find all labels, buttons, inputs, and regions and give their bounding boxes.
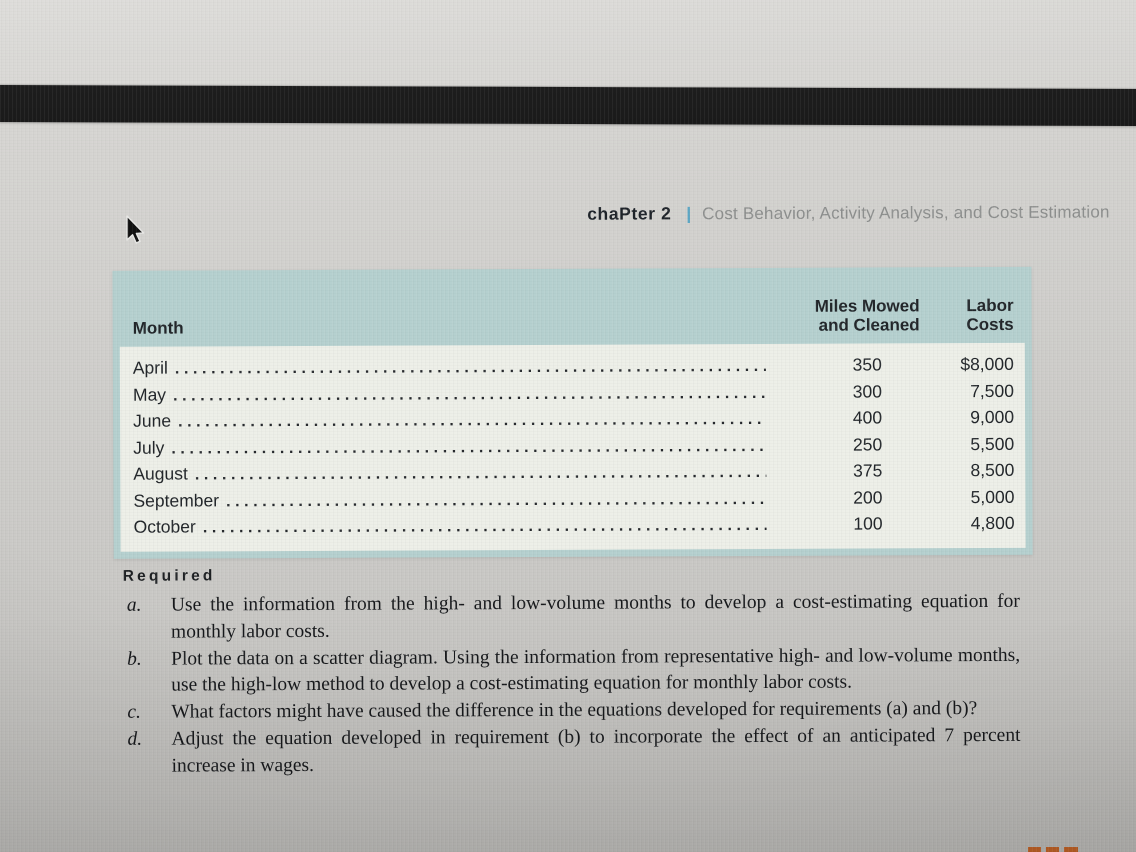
- table-row: August .................................…: [120, 458, 1025, 488]
- dot-leader: ........................................…: [173, 383, 767, 405]
- row-miles: 100: [853, 513, 883, 534]
- running-head: chaPter 2 | Cost Behavior, Activity Analys…: [587, 201, 1135, 229]
- row-cost: 5,500: [970, 433, 1015, 454]
- running-head-separator: |: [686, 204, 692, 224]
- column-header-month: Month: [132, 318, 184, 338]
- chapter-title: Cost Behavior, Activity Analysis, and Co…: [702, 202, 1110, 224]
- required-item-text: Use the information from the high- and l…: [170, 590, 1020, 643]
- mouse-cursor-icon: [126, 215, 145, 244]
- table-row: July ...................................…: [120, 431, 1025, 461]
- row-cost: 9,000: [970, 406, 1015, 428]
- row-miles: 350: [852, 354, 882, 375]
- required-item-label: a.: [126, 594, 142, 616]
- row-miles: 300: [852, 380, 883, 402]
- required-item-label: d.: [127, 728, 143, 750]
- row-month: June: [133, 410, 172, 431]
- row-month: August: [133, 463, 188, 484]
- dot-leader: ........................................…: [174, 356, 766, 378]
- row-cost: 8,500: [970, 459, 1015, 481]
- cost-data-table: Month Miles Mowed and Cleaned Labor Cost…: [112, 266, 1033, 559]
- row-miles: 250: [852, 433, 883, 455]
- row-cost: 5,000: [970, 486, 1015, 507]
- required-item: d. Adjust the equation developed in requ…: [127, 723, 1020, 780]
- table-row: May ....................................…: [120, 378, 1025, 408]
- required-item: c. What factors might have caused the di…: [127, 696, 1020, 727]
- required-item-label: b.: [127, 648, 142, 670]
- row-miles: 400: [852, 407, 883, 428]
- column-header-costs-line1: Labor: [966, 295, 1014, 316]
- required-item-text: Plot the data on a scatter diagram. Usin…: [171, 644, 1021, 696]
- column-header-costs-line2: Costs: [966, 314, 1014, 335]
- row-month: October: [133, 516, 196, 537]
- required-item-text: What factors might have caused the diffe…: [171, 698, 978, 723]
- column-header-miles-line2: and Cleaned: [818, 315, 920, 335]
- table-row: October ................................…: [120, 511, 1025, 541]
- column-header-miles-line1: Miles Mowed: [814, 296, 920, 316]
- chapter-label: chaPter 2: [587, 203, 672, 224]
- table-row: June ...................................…: [120, 405, 1025, 435]
- dot-leader: ........................................…: [202, 515, 767, 537]
- table-body: April ..................................…: [119, 342, 1026, 552]
- required-item-label: c.: [127, 701, 141, 723]
- required-heading: Required: [122, 567, 216, 585]
- row-cost: 7,500: [970, 380, 1015, 401]
- column-header-miles: Miles Mowed and Cleaned: [768, 296, 920, 335]
- row-month: April: [132, 357, 168, 378]
- row-month: September: [133, 489, 220, 511]
- required-item-text: Adjust the equation developed in require…: [171, 724, 1021, 777]
- dot-leader: ........................................…: [226, 489, 767, 510]
- required-item: b. Plot the data on a scatter diagram. U…: [127, 642, 1020, 699]
- row-miles: 200: [853, 486, 883, 508]
- required-items-list: a. Use the information from the high- an…: [127, 589, 1021, 780]
- dot-leader: ........................................…: [171, 436, 767, 458]
- required-item: a. Use the information from the high- an…: [127, 589, 1020, 646]
- row-cost: $8,000: [960, 353, 1014, 375]
- dot-leader: ........................................…: [178, 409, 767, 431]
- row-miles: 375: [853, 460, 883, 481]
- row-month: May: [132, 384, 167, 405]
- dot-leader: ........................................…: [194, 462, 767, 484]
- row-cost: 4,800: [970, 512, 1015, 534]
- table-header-row: Month Miles Mowed and Cleaned Labor Cost…: [112, 267, 1031, 347]
- column-header-costs: Labor Costs: [920, 296, 1032, 334]
- table-row: April ..................................…: [120, 352, 1025, 382]
- page-number-partial: [1028, 847, 1078, 852]
- row-month: July: [133, 437, 165, 458]
- table-row: September ..............................…: [120, 484, 1025, 514]
